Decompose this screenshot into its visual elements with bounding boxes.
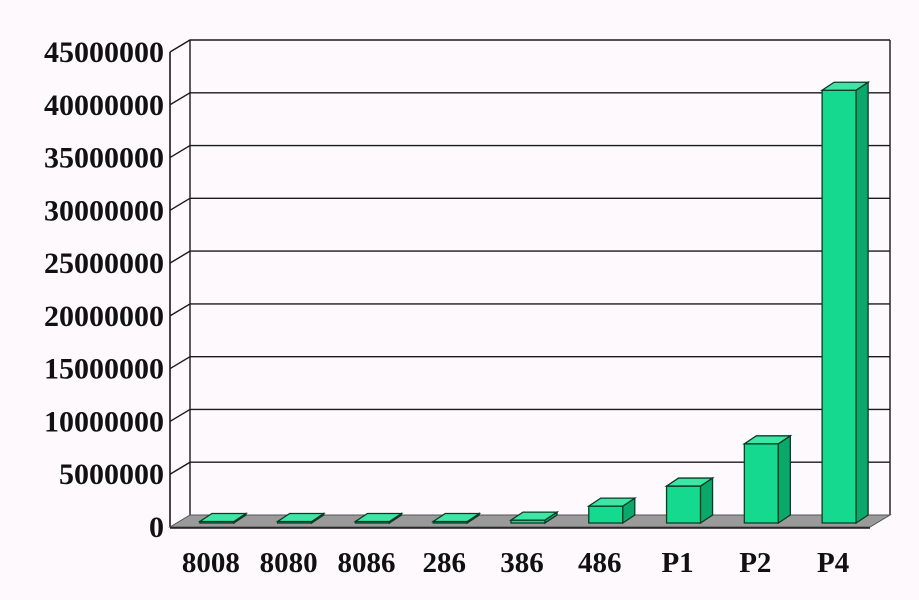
y-tick-label: 5000000 (59, 458, 164, 491)
x-tick-label: 486 (578, 547, 622, 579)
bar-side-P2 (777, 434, 791, 525)
bar-top-P2 (742, 435, 793, 445)
x-tick-label: P2 (739, 547, 771, 579)
bar-top-8008 (197, 512, 249, 523)
x-tick-label: 286 (422, 547, 466, 579)
bar-top-8080 (275, 512, 326, 523)
y-tick-label: 0 (149, 511, 164, 544)
gridline (169, 144, 890, 159)
y-tick-label: 20000000 (44, 300, 164, 333)
y-tick-label: 10000000 (44, 405, 164, 438)
gridline (169, 197, 890, 211)
bar-top-486 (586, 497, 637, 507)
y-tick-label: 45000000 (44, 36, 164, 69)
gridline (169, 39, 890, 53)
bar-P4 (821, 89, 857, 524)
y-tick-label: 40000000 (44, 89, 164, 122)
bar-486 (588, 505, 624, 524)
bar-side-P4 (855, 81, 869, 525)
bar-top-386 (508, 511, 560, 521)
gridline (169, 408, 890, 423)
bar-top-286 (431, 512, 482, 523)
gridline (169, 303, 890, 317)
x-tick-label: 386 (500, 547, 544, 579)
gridline (169, 92, 890, 106)
x-tick-label: 8008 (182, 547, 240, 579)
x-tick-label: 8080 (260, 547, 318, 579)
bar-P2 (743, 443, 779, 524)
bar-top-P1 (664, 477, 715, 487)
gridline (169, 250, 890, 264)
bar-top-8086 (353, 512, 404, 523)
y-tick-label: 25000000 (44, 247, 164, 280)
bar-P1 (665, 485, 702, 524)
x-tick-label: P4 (817, 547, 849, 579)
x-tick-label: 8086 (337, 547, 395, 579)
y-tick-label: 35000000 (44, 142, 164, 175)
y-tick-label: 15000000 (44, 353, 164, 386)
x-tick-label: P1 (661, 547, 693, 579)
gridline (169, 355, 890, 370)
y-tick-label: 30000000 (44, 194, 164, 227)
bar-top-P4 (819, 81, 871, 91)
